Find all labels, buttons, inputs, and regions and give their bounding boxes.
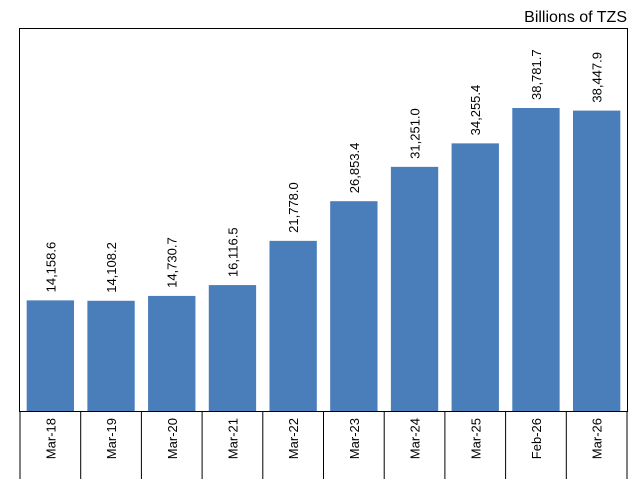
bar <box>451 143 499 411</box>
value-label: 21,778.0 <box>286 182 301 233</box>
bar <box>208 285 257 411</box>
x-tick-label: Mar-23 <box>347 418 362 459</box>
x-tick-label: Mar-25 <box>468 418 483 459</box>
bar <box>512 108 560 411</box>
value-label: 31,251.0 <box>408 108 423 159</box>
unit-label: Billions of TZS <box>524 9 627 26</box>
value-label: 38,447.9 <box>590 52 605 103</box>
bar <box>26 300 75 411</box>
bar <box>330 201 378 411</box>
x-tick-label: Feb-26 <box>529 418 544 459</box>
x-tick-label: Mar-18 <box>43 418 58 459</box>
value-label: 14,158.6 <box>43 242 58 293</box>
x-tick-label: Mar-20 <box>165 418 180 459</box>
value-label: 38,781.7 <box>529 49 544 100</box>
bar <box>572 110 621 411</box>
value-label: 14,108.2 <box>104 242 119 293</box>
bar <box>390 166 439 411</box>
x-tick-label: Mar-24 <box>408 418 423 459</box>
bar <box>269 240 317 411</box>
value-label: 14,730.7 <box>165 237 180 288</box>
x-tick-label: Mar-21 <box>225 418 240 459</box>
bar <box>87 300 135 411</box>
x-tick-label: Mar-26 <box>590 418 605 459</box>
value-label: 26,853.4 <box>347 143 362 194</box>
value-label: 34,255.4 <box>468 85 483 136</box>
x-tick-label: Mar-22 <box>286 418 301 459</box>
value-label: 16,116.5 <box>225 227 240 277</box>
x-tick-label: Mar-19 <box>104 418 119 459</box>
bar <box>148 295 196 411</box>
